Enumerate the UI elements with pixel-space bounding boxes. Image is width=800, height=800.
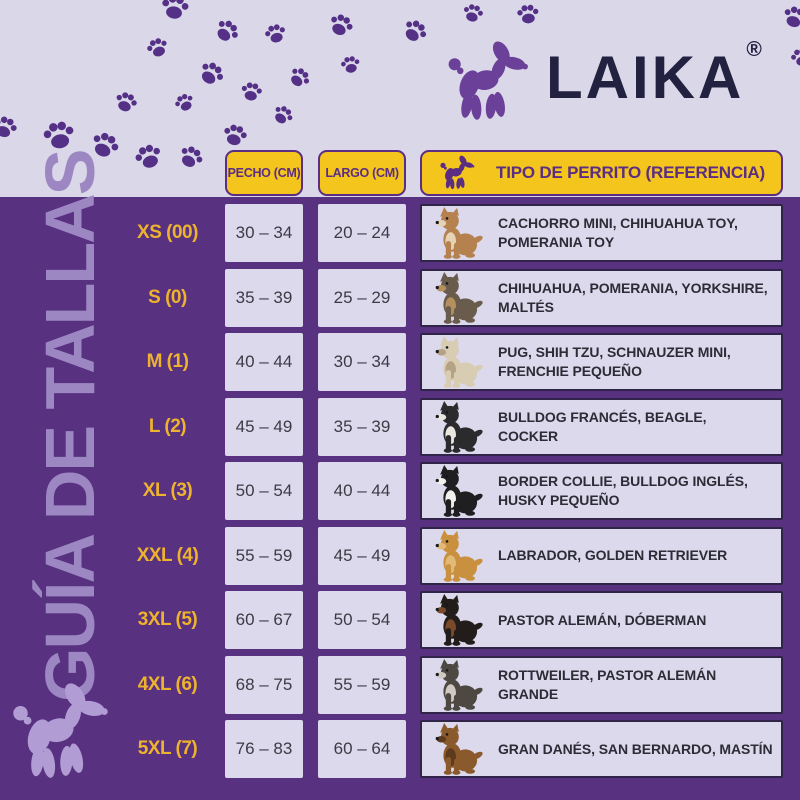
breed-cell: BULLDOG FRANCÉS, BEAGLE, COCKER <box>420 397 783 456</box>
chest-range: 55 – 59 <box>225 526 303 585</box>
chest-range: 50 – 54 <box>225 462 303 520</box>
chest-range: 30 – 34 <box>225 204 303 262</box>
paw-icon <box>324 8 359 43</box>
type-column-header-label: TIPO DE PERRITO (REFERENCIA) <box>496 163 765 182</box>
paw-icon <box>778 0 800 33</box>
size-label: XS (00) <box>137 222 198 243</box>
paw-icon <box>219 119 251 151</box>
chest-range: 76 – 83 <box>225 720 303 778</box>
breed-list: ROTTWEILER, PASTOR ALEMÁN GRANDE <box>498 666 717 702</box>
size-label: M (1) <box>146 351 189 372</box>
brand-logo: LAIKA ® <box>444 36 762 124</box>
size-label: S (0) <box>148 286 187 308</box>
doberman-photo <box>430 594 486 646</box>
breed-cell: PASTOR ALEMÁN, DÓBERMAN <box>420 591 783 649</box>
breed-cell: PUG, SHIH TZU, SCHNAUZER MINI, FRENCHIE … <box>420 333 783 391</box>
registered-mark-icon: ® <box>746 38 762 61</box>
balloon-dog-icon <box>438 155 480 191</box>
paw-icon <box>261 19 289 47</box>
paw-icon <box>515 1 541 27</box>
table-row: S (0) 35 – 39 25 – 29 CHIHUAHUA, POMERANIA,… <box>120 268 783 327</box>
table-row: XXL (4) 55 – 59 45 – 49 LABRADOR, GOLDEN RE… <box>120 526 783 585</box>
length-range: 20 – 24 <box>318 204 406 262</box>
length-range: 35 – 39 <box>318 397 406 456</box>
paw-icon <box>209 13 246 50</box>
breed-list: GRAN DANÉS, SAN BERNARDO, MASTÍN <box>498 740 773 757</box>
paw-icon <box>238 78 265 105</box>
table-header-row: PECHO (CM) LARGO (CM) TIPO DE PERRITO (R… <box>120 150 783 196</box>
chest-column-header: PECHO (CM) <box>225 150 303 196</box>
breed-cell: CACHORRO MINI, CHIHUAHUA TOY, POMERANIA … <box>420 204 783 262</box>
rottweiler-photo <box>430 659 486 711</box>
type-column-header: TIPO DE PERRITO (REFERENCIA) <box>420 150 783 196</box>
chest-range: 60 – 67 <box>225 591 303 649</box>
size-label: 4XL (6) <box>137 673 198 695</box>
size-label: 5XL (7) <box>137 738 198 759</box>
breed-list: BORDER COLLIE, BULLDOG INGLÉS, HUSKY PEQ… <box>498 473 748 508</box>
table-row: 5XL (7) 76 – 83 60 – 64 GRAN DANÉS, SAN BER… <box>120 720 783 778</box>
paw-icon <box>143 33 172 62</box>
chest-range: 68 – 75 <box>225 655 303 714</box>
length-range: 45 – 49 <box>318 526 406 585</box>
breed-list: PUG, SHIH TZU, SCHNAUZER MINI, FRENCHIE … <box>498 344 731 379</box>
breed-list: CACHORRO MINI, CHIHUAHUA TOY, POMERANIA … <box>498 215 738 250</box>
size-label: L (2) <box>148 415 187 437</box>
balloon-dog-icon <box>7 679 124 785</box>
paw-icon <box>39 115 78 154</box>
paw-icon <box>0 110 22 143</box>
chihuahua-photo <box>430 207 486 259</box>
table-body: XS (00) 30 – 34 20 – 24 CACHORRO MINI, CHIH… <box>120 204 783 778</box>
chest-range: 40 – 44 <box>225 333 303 391</box>
table-row: L (2) 45 – 49 35 – 39 BULLDOG FRANCÉS, BEAG… <box>120 397 783 456</box>
breed-cell: ROTTWEILER, PASTOR ALEMÁN GRANDE <box>420 655 783 714</box>
golden-retriever-photo <box>430 530 486 582</box>
breed-list: PASTOR ALEMÁN, DÓBERMAN <box>498 611 707 628</box>
breed-list: BULLDOG FRANCÉS, BEAGLE, COCKER <box>498 408 707 444</box>
paw-icon <box>111 87 142 118</box>
size-label: XXL (4) <box>136 544 199 566</box>
length-range: 55 – 59 <box>318 655 406 714</box>
length-range: 30 – 34 <box>318 333 406 391</box>
border-collie-photo <box>430 465 486 517</box>
chest-range: 45 – 49 <box>225 397 303 456</box>
size-label: XL (3) <box>142 480 193 501</box>
french-bulldog-photo <box>430 401 486 453</box>
paw-icon <box>158 0 193 24</box>
mastiff-photo <box>430 723 486 775</box>
breed-cell: GRAN DANÉS, SAN BERNARDO, MASTÍN <box>420 720 783 778</box>
brand-name: LAIKA <box>546 44 745 111</box>
breed-cell: BORDER COLLIE, BULLDOG INGLÉS, HUSKY PEQ… <box>420 462 783 520</box>
paw-icon <box>171 89 199 117</box>
paw-icon <box>268 100 299 131</box>
table-row: XL (3) 50 – 54 40 – 44 BORDER COLLIE, BULLD… <box>120 462 783 520</box>
length-range: 40 – 44 <box>318 462 406 520</box>
size-header-spacer <box>120 150 215 196</box>
chest-range: 35 – 39 <box>225 268 303 327</box>
paw-icon <box>193 55 231 93</box>
paw-icon <box>460 0 487 26</box>
breed-list: CHIHUAHUA, POMERANIA, YORKSHIRE, MALTÉS <box>498 279 768 315</box>
length-column-header: LARGO (CM) <box>318 150 406 196</box>
table-row: 4XL (6) 68 – 75 55 – 59 ROTTWEILER, PASTOR … <box>120 655 783 714</box>
size-label: 3XL (5) <box>137 609 198 630</box>
paw-icon <box>397 13 433 49</box>
shih-tzu-photo <box>430 336 486 388</box>
table-row: XS (00) 30 – 34 20 – 24 CACHORRO MINI, CHIH… <box>120 204 783 262</box>
length-range: 50 – 54 <box>318 591 406 649</box>
length-range: 60 – 64 <box>318 720 406 778</box>
table-row: 3XL (5) 60 – 67 50 – 54 PASTOR ALEMÁN, DÓBE… <box>120 591 783 649</box>
breed-cell: LABRADOR, GOLDEN RETRIEVER <box>420 526 783 585</box>
size-table: PECHO (CM) LARGO (CM) TIPO DE PERRITO (R… <box>120 150 783 785</box>
yorkshire-photo <box>430 272 486 324</box>
table-row: M (1) 40 – 44 30 – 34 PUG, SHIH TZU, SCHNAU… <box>120 333 783 391</box>
paw-icon <box>283 61 315 93</box>
paw-icon <box>338 52 362 76</box>
length-range: 25 – 29 <box>318 268 406 327</box>
breed-list: LABRADOR, GOLDEN RETRIEVER <box>498 547 728 564</box>
page-title: GUÍA DE TALLAS <box>31 150 109 702</box>
breed-cell: CHIHUAHUA, POMERANIA, YORKSHIRE, MALTÉS <box>420 268 783 327</box>
balloon-dog-icon <box>444 40 540 124</box>
paw-icon <box>788 44 800 71</box>
